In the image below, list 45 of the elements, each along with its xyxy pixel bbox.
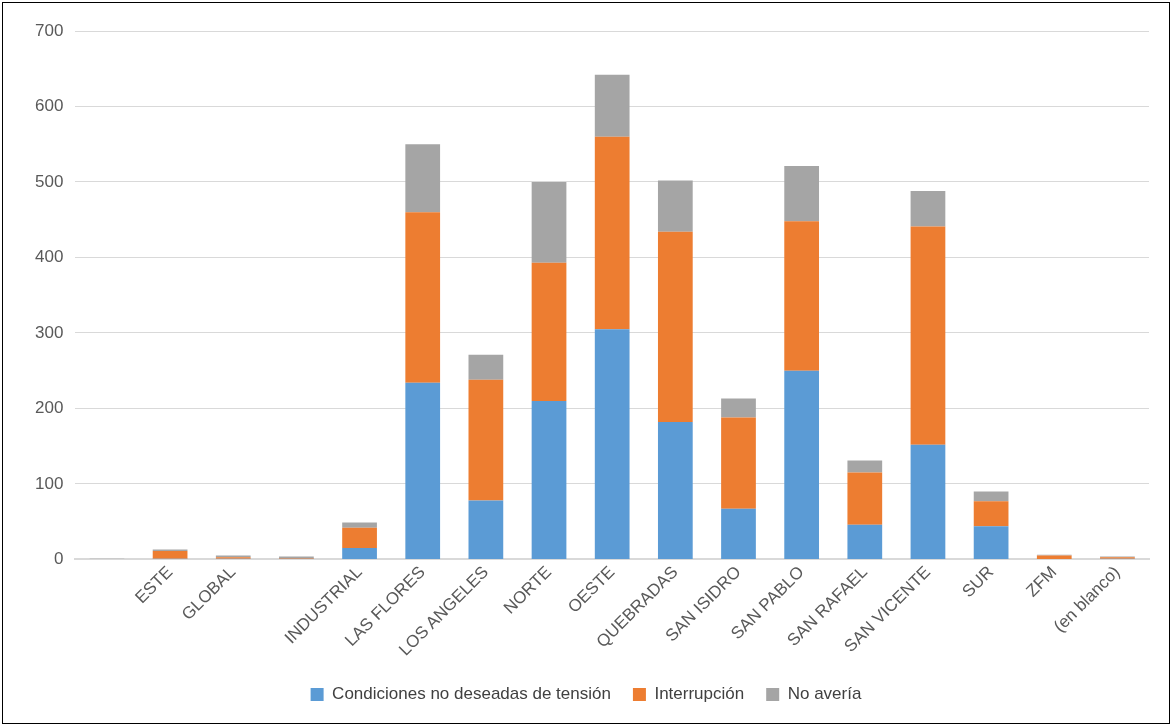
bar	[784, 370, 820, 559]
bar	[657, 180, 693, 232]
bar	[594, 329, 630, 559]
bar	[405, 212, 441, 383]
bar	[784, 221, 820, 371]
bar	[342, 548, 377, 559]
bar	[784, 166, 820, 222]
bar	[910, 226, 946, 445]
bar	[531, 262, 567, 401]
y-tick-label: 700	[34, 20, 64, 40]
bar	[721, 508, 756, 559]
bar	[973, 491, 1009, 502]
legend-label: Interrupción	[654, 684, 745, 704]
bar	[468, 354, 504, 380]
bar	[973, 526, 1009, 559]
bar	[847, 524, 883, 559]
y-tick-label: 400	[34, 247, 64, 267]
bar	[721, 398, 756, 418]
bar	[910, 444, 946, 559]
bar	[657, 422, 693, 559]
bar	[342, 527, 377, 549]
y-tick-label: 100	[34, 473, 64, 493]
y-tick-label: 300	[34, 322, 64, 342]
bar	[973, 501, 1009, 527]
y-tick-label: 600	[34, 96, 64, 116]
bar	[594, 74, 630, 137]
legend-label: Condiciones no deseadas de tensión	[332, 684, 611, 704]
bar	[405, 144, 441, 213]
y-tick-label: 200	[34, 398, 64, 418]
bar	[721, 417, 756, 509]
bar	[468, 500, 504, 559]
bar	[342, 522, 377, 528]
legend-label: No avería	[787, 684, 862, 704]
bar	[405, 382, 441, 559]
bar	[847, 472, 883, 525]
bar	[847, 460, 883, 473]
bar	[657, 231, 693, 423]
bar	[531, 400, 567, 559]
y-tick-label: 0	[53, 549, 64, 569]
bar	[531, 181, 567, 263]
bar	[152, 551, 188, 559]
bar	[594, 136, 630, 330]
y-tick-label: 500	[34, 171, 64, 191]
bar	[468, 379, 504, 501]
bar	[910, 191, 946, 227]
